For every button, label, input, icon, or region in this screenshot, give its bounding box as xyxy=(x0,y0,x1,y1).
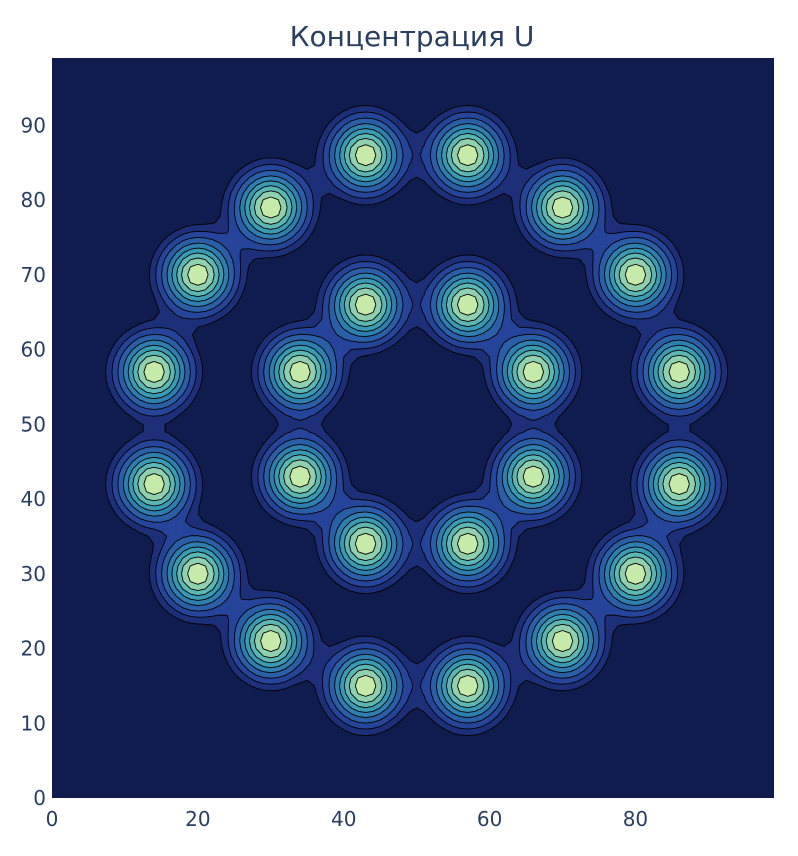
y-tick-label: 60 xyxy=(21,338,46,362)
y-tick-label: 0 xyxy=(33,786,46,810)
contour-line xyxy=(132,132,701,709)
y-tick-label: 10 xyxy=(21,711,46,735)
contour-line xyxy=(117,117,716,724)
y-tick-label: 40 xyxy=(21,487,46,511)
contour-line xyxy=(122,123,711,718)
x-tick-label: 0 xyxy=(46,807,59,831)
x-tick-label: 40 xyxy=(331,807,356,831)
contour-line xyxy=(143,144,690,697)
x-tick-label: 20 xyxy=(185,807,210,831)
contour-line xyxy=(137,137,696,704)
x-tick-label: 80 xyxy=(623,807,648,831)
y-tick-label: 90 xyxy=(21,113,46,137)
contour-line xyxy=(111,111,722,730)
y-tick-label: 50 xyxy=(21,412,46,436)
x-tick-label: 60 xyxy=(477,807,502,831)
y-tick-label: 80 xyxy=(21,188,46,212)
x-axis: 0 20 40 60 80 xyxy=(46,807,649,831)
y-tick-label: 70 xyxy=(21,263,46,287)
y-tick-label: 20 xyxy=(21,637,46,661)
contour-line xyxy=(127,128,706,713)
contour-layer xyxy=(105,105,729,737)
chart-title: Концентрация U xyxy=(290,20,535,53)
y-tick-label: 30 xyxy=(21,562,46,586)
y-axis: 0 10 20 30 40 50 60 70 80 90 xyxy=(21,113,46,810)
contour-line xyxy=(105,105,729,737)
